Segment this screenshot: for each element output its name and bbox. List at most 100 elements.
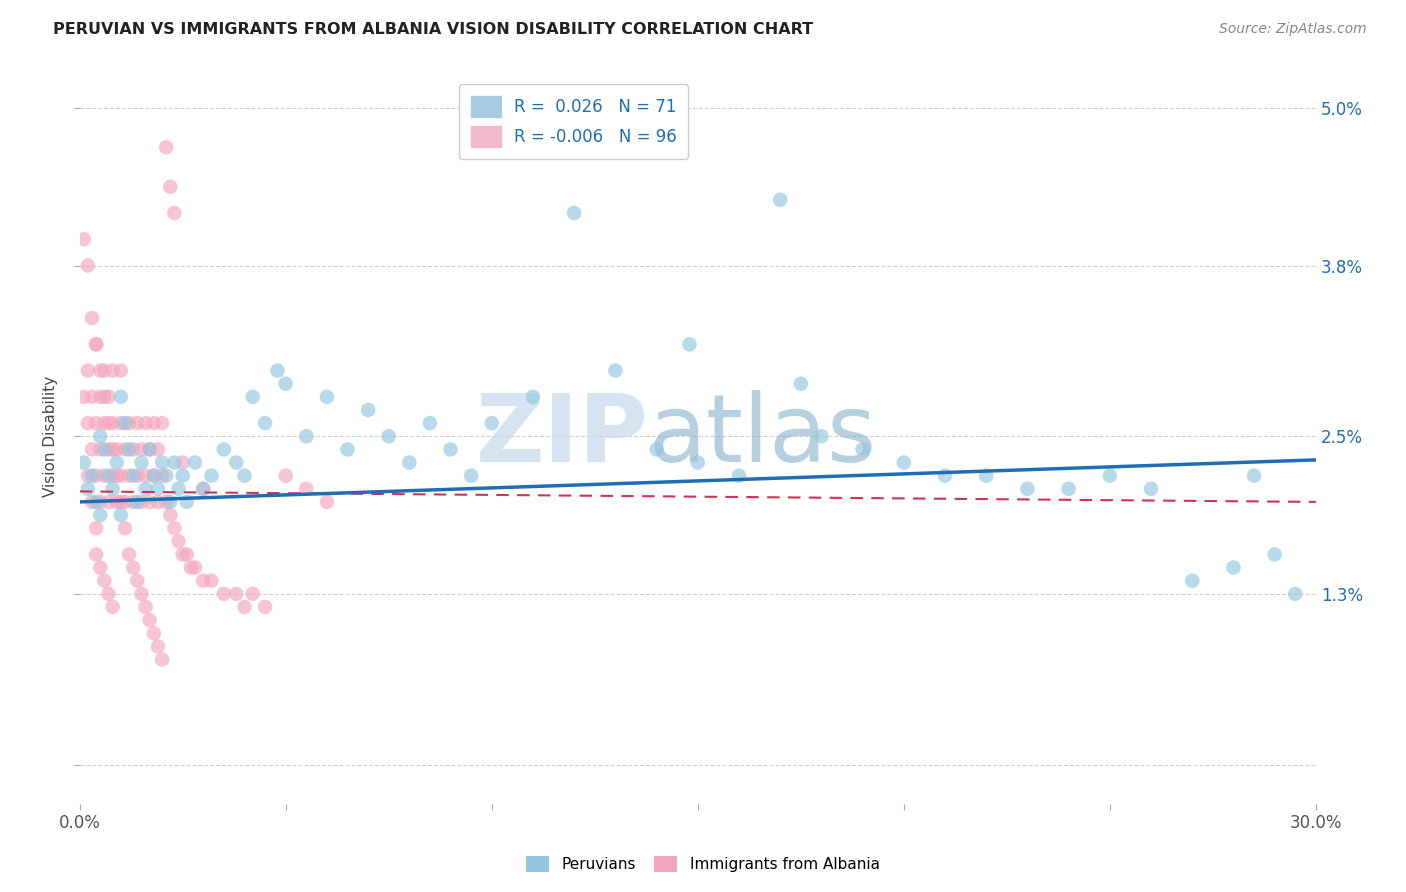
Point	[146, 442, 169, 457]
Point	[80, 442, 103, 457]
Point	[1017, 482, 1039, 496]
Point	[131, 495, 153, 509]
Text: Source: ZipAtlas.com: Source: ZipAtlas.com	[1219, 22, 1367, 37]
Point	[163, 521, 186, 535]
Point	[605, 363, 627, 377]
Point	[142, 416, 165, 430]
Point	[118, 442, 141, 457]
Point	[200, 468, 222, 483]
Point	[159, 508, 181, 522]
Point	[80, 495, 103, 509]
Point	[110, 508, 132, 522]
Point	[176, 495, 198, 509]
Point	[127, 416, 149, 430]
Point	[274, 468, 297, 483]
Point	[893, 456, 915, 470]
Point	[934, 468, 956, 483]
Point	[114, 442, 136, 457]
Point	[254, 416, 277, 430]
Point	[131, 456, 153, 470]
Point	[77, 363, 100, 377]
Point	[77, 482, 100, 496]
Legend: R =  0.026   N = 71, R = -0.006   N = 96: R = 0.026 N = 71, R = -0.006 N = 96	[458, 84, 689, 159]
Point	[93, 468, 115, 483]
Point	[73, 390, 96, 404]
Point	[77, 468, 100, 483]
Point	[77, 259, 100, 273]
Point	[295, 429, 318, 443]
Point	[460, 468, 482, 483]
Point	[357, 403, 380, 417]
Point	[118, 468, 141, 483]
Point	[89, 495, 111, 509]
Text: PERUVIAN VS IMMIGRANTS FROM ALBANIA VISION DISABILITY CORRELATION CHART: PERUVIAN VS IMMIGRANTS FROM ALBANIA VISI…	[53, 22, 814, 37]
Point	[93, 442, 115, 457]
Point	[135, 599, 157, 614]
Point	[105, 442, 128, 457]
Point	[150, 652, 173, 666]
Point	[155, 468, 177, 483]
Point	[142, 626, 165, 640]
Point	[110, 363, 132, 377]
Point	[242, 390, 264, 404]
Point	[101, 482, 124, 496]
Y-axis label: Vision Disability: Vision Disability	[44, 376, 58, 497]
Point	[101, 442, 124, 457]
Point	[180, 560, 202, 574]
Point	[1284, 587, 1306, 601]
Point	[1098, 468, 1121, 483]
Point	[150, 468, 173, 483]
Point	[97, 587, 120, 601]
Point	[398, 456, 420, 470]
Point	[225, 456, 247, 470]
Point	[852, 442, 875, 457]
Point	[77, 416, 100, 430]
Point	[84, 495, 107, 509]
Point	[233, 599, 256, 614]
Point	[522, 390, 544, 404]
Point	[1181, 574, 1204, 588]
Point	[84, 337, 107, 351]
Point	[101, 416, 124, 430]
Text: ZIP: ZIP	[475, 391, 648, 483]
Point	[127, 574, 149, 588]
Point	[122, 560, 145, 574]
Point	[193, 482, 215, 496]
Point	[131, 587, 153, 601]
Point	[225, 587, 247, 601]
Point	[439, 442, 461, 457]
Point	[142, 468, 165, 483]
Point	[97, 390, 120, 404]
Point	[93, 574, 115, 588]
Point	[118, 416, 141, 430]
Point	[562, 206, 585, 220]
Point	[131, 442, 153, 457]
Point	[212, 442, 235, 457]
Point	[159, 495, 181, 509]
Point	[93, 363, 115, 377]
Point	[686, 456, 709, 470]
Point	[84, 521, 107, 535]
Point	[93, 390, 115, 404]
Point	[146, 495, 169, 509]
Point	[110, 390, 132, 404]
Point	[105, 468, 128, 483]
Point	[114, 495, 136, 509]
Point	[114, 521, 136, 535]
Point	[89, 390, 111, 404]
Point	[200, 574, 222, 588]
Point	[1222, 560, 1244, 574]
Legend: Peruvians, Immigrants from Albania: Peruvians, Immigrants from Albania	[519, 848, 887, 880]
Point	[122, 442, 145, 457]
Point	[84, 548, 107, 562]
Point	[127, 468, 149, 483]
Point	[101, 363, 124, 377]
Point	[146, 482, 169, 496]
Point	[419, 416, 441, 430]
Point	[1264, 548, 1286, 562]
Point	[155, 495, 177, 509]
Point	[176, 548, 198, 562]
Point	[101, 468, 124, 483]
Point	[89, 442, 111, 457]
Point	[974, 468, 997, 483]
